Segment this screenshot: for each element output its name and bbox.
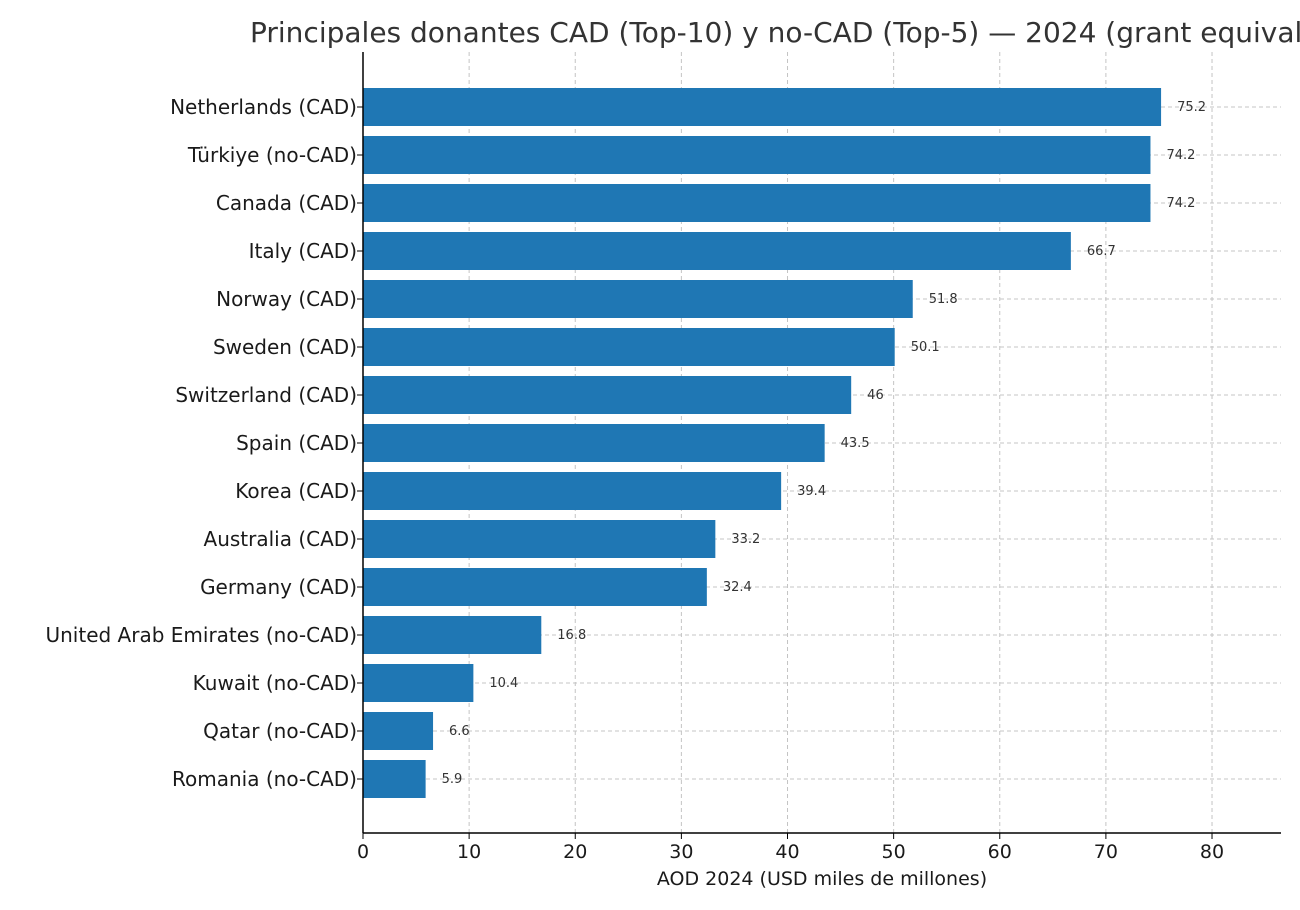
y-tick-label: Switzerland (CAD) <box>175 383 357 407</box>
bar-spain-cad <box>363 424 825 462</box>
value-label: 43.5 <box>841 436 870 451</box>
bar-kuwait-no-cad <box>363 664 474 702</box>
bars <box>363 88 1162 798</box>
value-label: 39.4 <box>797 484 826 499</box>
bar-germany-cad <box>363 568 707 606</box>
value-label: 50.1 <box>911 340 940 355</box>
value-labels: 75.2 74.2 74.2 66.7 51.8 50.1 46 43.5 39.4 33.2 32… <box>442 100 1206 787</box>
bar-t-rkiye-no-cad <box>363 136 1151 174</box>
x-tick-labels: 0 10 20 30 40 50 60 70 80 <box>357 833 1224 863</box>
bar-norway-cad <box>363 280 913 318</box>
value-label: 75.2 <box>1177 100 1206 115</box>
bar-korea-cad <box>363 472 782 510</box>
y-tick-label: Romania (no-CAD) <box>172 767 357 791</box>
bar-canada-cad <box>363 184 1151 222</box>
x-tick-label: 70 <box>1094 841 1118 863</box>
y-tick-label: Kuwait (no-CAD) <box>193 671 357 695</box>
value-label: 33.2 <box>731 532 760 547</box>
value-label: 10.4 <box>489 676 518 691</box>
x-tick-label: 60 <box>988 841 1012 863</box>
y-tick-label: Qatar (no-CAD) <box>203 719 357 743</box>
y-tick-label: United Arab Emirates (no-CAD) <box>45 623 357 647</box>
bar-australia-cad <box>363 520 716 558</box>
x-tick-label: 20 <box>563 841 587 863</box>
y-tick-label: Spain (CAD) <box>236 431 357 455</box>
y-tick-label: Netherlands (CAD) <box>170 95 357 119</box>
x-tick-label: 0 <box>357 841 369 863</box>
x-tick-label: 40 <box>775 841 799 863</box>
value-label: 32.4 <box>723 580 752 595</box>
bar-united-arab-emirates-no-cad <box>363 616 542 654</box>
bar-sweden-cad <box>363 328 895 366</box>
y-tick-label: Norway (CAD) <box>216 287 357 311</box>
x-tick-label: 80 <box>1200 841 1224 863</box>
y-tick-label: Korea (CAD) <box>235 479 357 503</box>
y-tick-label: Sweden (CAD) <box>213 335 357 359</box>
bar-netherlands-cad <box>363 88 1162 126</box>
bar-italy-cad <box>363 232 1071 270</box>
value-label: 5.9 <box>442 772 463 787</box>
x-tick-label: 10 <box>457 841 481 863</box>
value-label: 74.2 <box>1166 148 1195 163</box>
value-label: 46 <box>867 388 884 403</box>
value-label: 6.6 <box>449 724 470 739</box>
value-label: 16.8 <box>557 628 586 643</box>
x-axis-label: AOD 2024 (USD miles de millones) <box>657 868 987 890</box>
y-tick-label: Germany (CAD) <box>200 575 357 599</box>
bar-qatar-no-cad <box>363 712 434 750</box>
y-tick-label: Canada (CAD) <box>216 191 357 215</box>
y-tick-label: Australia (CAD) <box>204 527 357 551</box>
y-tick-label: Türkiye (no-CAD) <box>187 143 357 167</box>
y-tick-labels: Netherlands (CAD) Türkiye (no-CAD) Canada … <box>45 95 363 791</box>
y-tick-label: Italy (CAD) <box>249 239 357 263</box>
value-label: 74.2 <box>1166 196 1195 211</box>
bar-romania-no-cad <box>363 760 426 798</box>
x-tick-label: 50 <box>882 841 906 863</box>
x-tick-label: 30 <box>669 841 693 863</box>
value-label: 66.7 <box>1087 244 1116 259</box>
bar-switzerland-cad <box>363 376 852 414</box>
chart-title: Principales donantes CAD (Top-10) y no-C… <box>250 16 1300 49</box>
value-label: 51.8 <box>929 292 958 307</box>
